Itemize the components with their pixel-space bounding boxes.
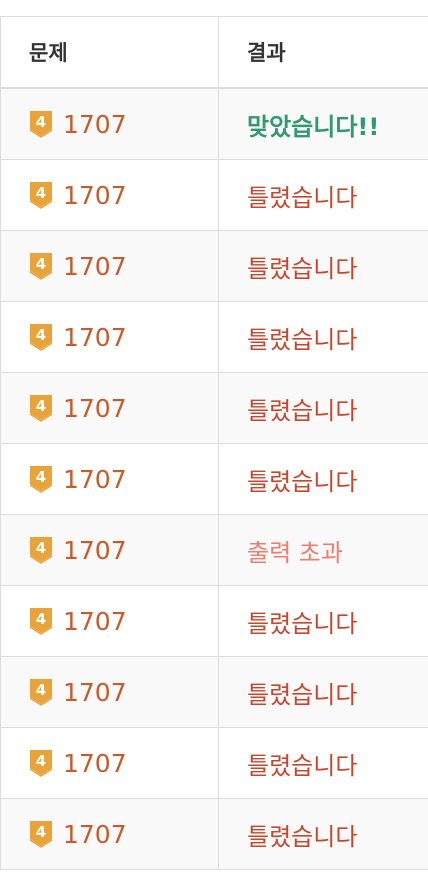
result-cell: 틀렸습니다 bbox=[218, 443, 428, 515]
table-row: 4 1707 틀렸습니다 bbox=[0, 656, 428, 728]
problem-cell: 4 1707 bbox=[0, 301, 219, 373]
gold-tier-icon: 4 bbox=[29, 323, 53, 351]
tier-level-text: 4 bbox=[36, 681, 46, 699]
gold-tier-icon: 4 bbox=[29, 465, 53, 493]
tier-level-text: 4 bbox=[36, 326, 46, 344]
gold-tier-icon: 4 bbox=[29, 394, 53, 422]
problem-link[interactable]: 1707 bbox=[63, 180, 127, 210]
problem-cell: 4 1707 bbox=[0, 727, 219, 799]
gold-tier-icon: 4 bbox=[29, 536, 53, 564]
result-status: 틀렸습니다 bbox=[247, 396, 358, 425]
problem-cell: 4 1707 bbox=[0, 443, 219, 515]
column-header-problem: 문제 bbox=[0, 16, 219, 89]
problem-cell-content: 4 1707 bbox=[29, 820, 218, 849]
table-row: 4 1707 출력 초과 bbox=[0, 514, 428, 586]
tier-level-text: 4 bbox=[36, 113, 46, 131]
tier-level-text: 4 bbox=[36, 539, 46, 557]
table-row: 4 1707 틀렸습니다 bbox=[0, 727, 428, 799]
tier-level-text: 4 bbox=[36, 255, 46, 273]
problem-cell: 4 1707 bbox=[0, 585, 219, 657]
table-row: 4 1707 틀렸습니다 bbox=[0, 301, 428, 373]
result-status: 틀렸습니다 bbox=[247, 467, 358, 496]
problem-link[interactable]: 1707 bbox=[63, 819, 127, 849]
gold-tier-icon: 4 bbox=[29, 181, 53, 209]
problem-link[interactable]: 1707 bbox=[63, 464, 127, 494]
gold-tier-icon: 4 bbox=[29, 749, 53, 777]
result-cell: 맞았습니다!! bbox=[218, 87, 428, 160]
tier-level-text: 4 bbox=[36, 752, 46, 770]
problem-cell-content: 4 1707 bbox=[29, 536, 218, 565]
result-cell: 틀렸습니다 bbox=[218, 301, 428, 373]
problem-link[interactable]: 1707 bbox=[63, 535, 127, 565]
problem-cell: 4 1707 bbox=[0, 798, 219, 870]
result-cell: 틀렸습니다 bbox=[218, 159, 428, 231]
table-row: 4 1707 틀렸습니다 bbox=[0, 159, 428, 231]
tier-level-text: 4 bbox=[36, 610, 46, 628]
table-row: 4 1707 틀렸습니다 bbox=[0, 372, 428, 444]
submission-rows: 4 1707 맞았습니다!! 4 1707 틀렸습니다 4 1707 틀렸습니다 4 1707 틀렸습… bbox=[0, 87, 428, 870]
table-header-row: 문제 결과 bbox=[0, 16, 428, 89]
tier-level-text: 4 bbox=[36, 184, 46, 202]
result-status: 출력 초과 bbox=[247, 538, 343, 567]
problem-cell: 4 1707 bbox=[0, 159, 219, 231]
problem-cell-content: 4 1707 bbox=[29, 110, 218, 139]
result-status: 틀렸습니다 bbox=[247, 183, 358, 212]
result-cell: 틀렸습니다 bbox=[218, 230, 428, 302]
result-status: 틀렸습니다 bbox=[247, 822, 358, 851]
gold-tier-icon: 4 bbox=[29, 110, 53, 138]
gold-tier-icon: 4 bbox=[29, 252, 53, 280]
problem-cell: 4 1707 bbox=[0, 656, 219, 728]
result-cell: 틀렸습니다 bbox=[218, 372, 428, 444]
gold-tier-icon: 4 bbox=[29, 678, 53, 706]
result-status: 맞았습니다!! bbox=[247, 112, 380, 141]
result-status: 틀렸습니다 bbox=[247, 254, 358, 283]
column-header-result: 결과 bbox=[218, 16, 428, 89]
problem-link[interactable]: 1707 bbox=[63, 251, 127, 281]
result-status: 틀렸습니다 bbox=[247, 325, 358, 354]
problem-cell-content: 4 1707 bbox=[29, 323, 218, 352]
table-row: 4 1707 틀렸습니다 bbox=[0, 798, 428, 870]
table-row: 4 1707 맞았습니다!! bbox=[0, 87, 428, 160]
table-row: 4 1707 틀렸습니다 bbox=[0, 443, 428, 515]
result-cell: 틀렸습니다 bbox=[218, 798, 428, 870]
tier-level-text: 4 bbox=[36, 397, 46, 415]
problem-link[interactable]: 1707 bbox=[63, 748, 127, 778]
submission-table-container: 문제 결과 4 1707 맞았습니다!! 4 1707 틀렸습니다 4 1707 틀렸습니다 4 1… bbox=[0, 16, 428, 870]
result-status: 틀렸습니다 bbox=[247, 609, 358, 638]
problem-link[interactable]: 1707 bbox=[63, 393, 127, 423]
result-status: 틀렸습니다 bbox=[247, 751, 358, 780]
tier-level-text: 4 bbox=[36, 468, 46, 486]
submission-table: 문제 결과 4 1707 맞았습니다!! 4 1707 틀렸습니다 4 1707 틀렸습니다 4 1… bbox=[0, 16, 428, 870]
problem-cell: 4 1707 bbox=[0, 372, 219, 444]
problem-cell-content: 4 1707 bbox=[29, 181, 218, 210]
problem-cell-content: 4 1707 bbox=[29, 394, 218, 423]
result-cell: 출력 초과 bbox=[218, 514, 428, 586]
problem-cell: 4 1707 bbox=[0, 87, 219, 160]
result-status: 틀렸습니다 bbox=[247, 680, 358, 709]
result-cell: 틀렸습니다 bbox=[218, 727, 428, 799]
problem-cell-content: 4 1707 bbox=[29, 749, 218, 778]
problem-cell: 4 1707 bbox=[0, 514, 219, 586]
gold-tier-icon: 4 bbox=[29, 820, 53, 848]
table-row: 4 1707 틀렸습니다 bbox=[0, 585, 428, 657]
problem-link[interactable]: 1707 bbox=[63, 606, 127, 636]
problem-cell: 4 1707 bbox=[0, 230, 219, 302]
problem-cell-content: 4 1707 bbox=[29, 678, 218, 707]
problem-link[interactable]: 1707 bbox=[63, 677, 127, 707]
gold-tier-icon: 4 bbox=[29, 607, 53, 635]
tier-level-text: 4 bbox=[36, 823, 46, 841]
result-cell: 틀렸습니다 bbox=[218, 585, 428, 657]
problem-link[interactable]: 1707 bbox=[63, 109, 127, 139]
problem-link[interactable]: 1707 bbox=[63, 322, 127, 352]
result-cell: 틀렸습니다 bbox=[218, 656, 428, 728]
problem-cell-content: 4 1707 bbox=[29, 252, 218, 281]
problem-cell-content: 4 1707 bbox=[29, 607, 218, 636]
problem-cell-content: 4 1707 bbox=[29, 465, 218, 494]
table-row: 4 1707 틀렸습니다 bbox=[0, 230, 428, 302]
